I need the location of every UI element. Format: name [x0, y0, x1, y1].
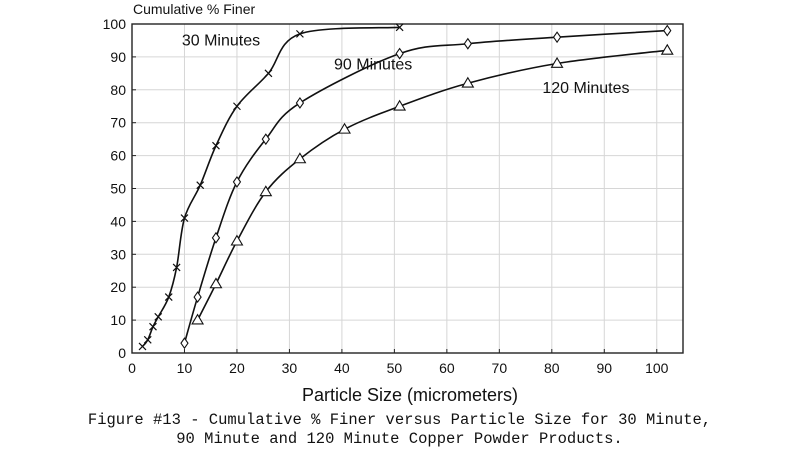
y-tick-label: 70 — [110, 115, 126, 131]
marker-triangle — [461, 76, 475, 88]
marker-x — [154, 312, 163, 321]
marker-x — [196, 181, 205, 190]
marker-x — [164, 293, 173, 301]
y-tick-label: 30 — [110, 246, 126, 262]
y-tick-label: 80 — [110, 82, 126, 98]
marker-triangle — [293, 152, 307, 164]
x-axis-title: Particle Size (micrometers) — [302, 385, 518, 405]
x-tick-label: 80 — [544, 360, 560, 376]
marker-x — [295, 29, 304, 38]
y-tick-label: 10 — [110, 312, 126, 328]
marker-triangle — [230, 234, 244, 246]
series-label: 120 Minutes — [542, 80, 629, 97]
x-tick-label: 10 — [177, 360, 193, 376]
y-tick-label: 0 — [118, 345, 126, 361]
curves — [141, 26, 668, 347]
marker-x — [264, 69, 273, 78]
y-tick-label: 50 — [110, 181, 126, 197]
marker-triangle — [393, 99, 407, 111]
marker-triangle — [550, 56, 564, 68]
x-tick-label: 60 — [439, 360, 455, 376]
series-label: 30 Minutes — [182, 32, 260, 49]
x-tick-label: 70 — [492, 360, 508, 376]
x-tick-label: 40 — [334, 360, 350, 376]
marker-diamond — [211, 231, 221, 244]
marker-diamond — [663, 24, 672, 37]
marker-x — [180, 214, 189, 223]
marker-diamond — [552, 31, 562, 44]
marker-x — [138, 342, 147, 351]
marker-x — [143, 335, 152, 344]
y-tick-label: 100 — [103, 16, 127, 32]
marker-triangle — [191, 313, 205, 325]
y-tick-label: 40 — [110, 213, 126, 229]
marker-diamond — [261, 133, 270, 146]
marker-triangle — [338, 122, 351, 134]
x-tick-label: 0 — [128, 360, 136, 376]
marker-x — [233, 102, 241, 111]
x-tick-label: 90 — [596, 360, 612, 376]
x-tick-label: 100 — [645, 360, 669, 376]
figure-caption-line-2: 90 Minute and 120 Minute Copper Powder P… — [176, 430, 623, 448]
y-tick-label: 60 — [110, 148, 126, 164]
y-axis-title: Cumulative % Finer — [133, 1, 255, 17]
chart: Cumulative % Finer Particle Size (microm… — [103, 1, 684, 405]
marker-triangle — [660, 43, 674, 55]
markers — [138, 23, 674, 351]
marker-x — [212, 141, 220, 150]
y-tick-label: 90 — [110, 49, 126, 65]
marker-diamond — [295, 97, 305, 109]
x-tick-label: 30 — [282, 360, 298, 376]
marker-triangle — [209, 277, 223, 289]
series-labels: 30 Minutes 90 Minutes 120 Minutes — [182, 32, 630, 97]
marker-x — [149, 322, 157, 331]
axes: 0 10 20 30 40 50 60 70 80 90 100 0 10 20 30 40 50 60 70 80 9… — [103, 16, 684, 376]
marker-diamond — [180, 337, 189, 350]
marker-diamond — [232, 175, 242, 188]
series-curve — [196, 49, 668, 321]
marker-diamond — [395, 47, 404, 60]
marker-diamond — [193, 291, 202, 304]
marker-triangle — [259, 185, 273, 197]
marker-diamond — [463, 37, 473, 50]
series-curve — [183, 29, 668, 344]
marker-x — [395, 23, 404, 32]
y-tick-label: 20 — [110, 279, 126, 295]
series-label: 90 Minutes — [334, 56, 412, 73]
x-tick-label: 50 — [387, 360, 403, 376]
marker-x — [172, 263, 181, 272]
x-tick-label: 20 — [229, 360, 245, 376]
figure-caption-line-1: Figure #13 - Cumulative % Finer versus P… — [87, 411, 712, 429]
